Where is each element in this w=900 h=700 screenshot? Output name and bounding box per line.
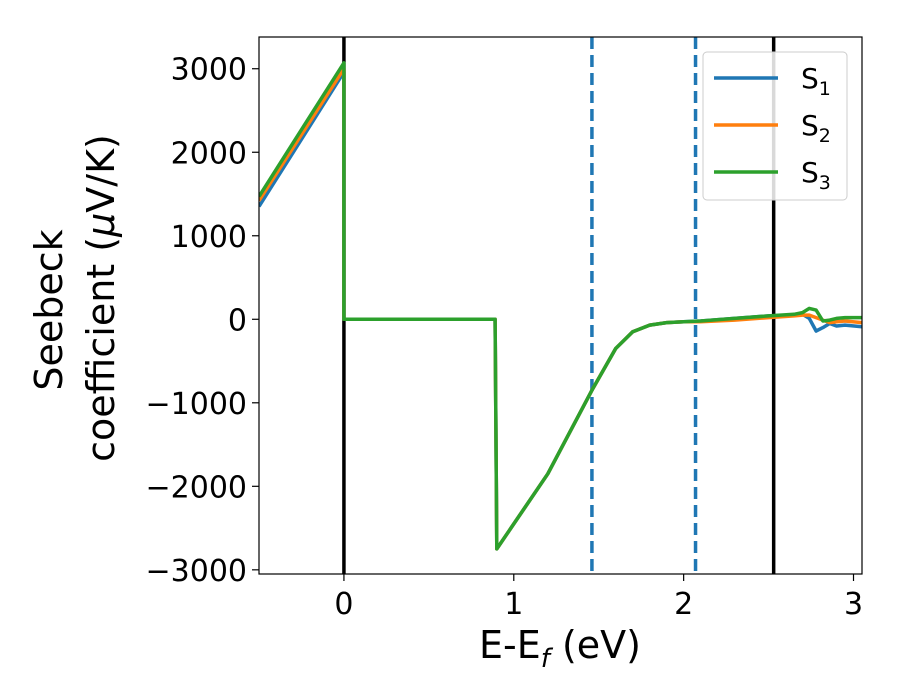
- y-tick-label-4: −1000: [146, 387, 247, 422]
- y-axis-label-line2: coefficient (μV/K): [79, 134, 123, 462]
- x-tick-label-2: 2: [674, 587, 693, 622]
- y-tick-label-3: 0: [228, 303, 247, 338]
- x-axis-label-tail: (eV): [550, 623, 641, 667]
- x-axis-label: E-Ef (eV): [479, 623, 641, 674]
- y-tick-label-5: −2000: [146, 470, 247, 505]
- legend-label-S3: S3: [801, 156, 831, 194]
- series-layer: [259, 61, 862, 551]
- y-tick-label-2: 1000: [171, 220, 247, 255]
- legend-label-S2: S2: [801, 109, 831, 147]
- legend-label-S1: S1: [801, 62, 831, 100]
- mu-symbol: μ: [79, 213, 123, 238]
- ticks-layer: 0 1 2 3 3000 2000 1000 0 −1000 −2000 −3000: [146, 53, 864, 622]
- plot-frame: [258, 36, 863, 575]
- x-tick-label-1: 1: [504, 587, 523, 622]
- y-axis-label: Seebeck coefficient (μV/K): [27, 134, 123, 462]
- y-tick-label-0: 3000: [171, 53, 247, 88]
- legend: S1 S2 S3: [702, 51, 848, 201]
- series-line-S3: [259, 61, 862, 551]
- x-tick-label-3: 3: [844, 587, 863, 622]
- y-tick-label-6: −3000: [146, 554, 247, 589]
- y-tick-label-1: 2000: [171, 136, 247, 171]
- x-tick-label-0: 0: [334, 587, 353, 622]
- y-axis-label-line1: Seebeck: [27, 229, 71, 390]
